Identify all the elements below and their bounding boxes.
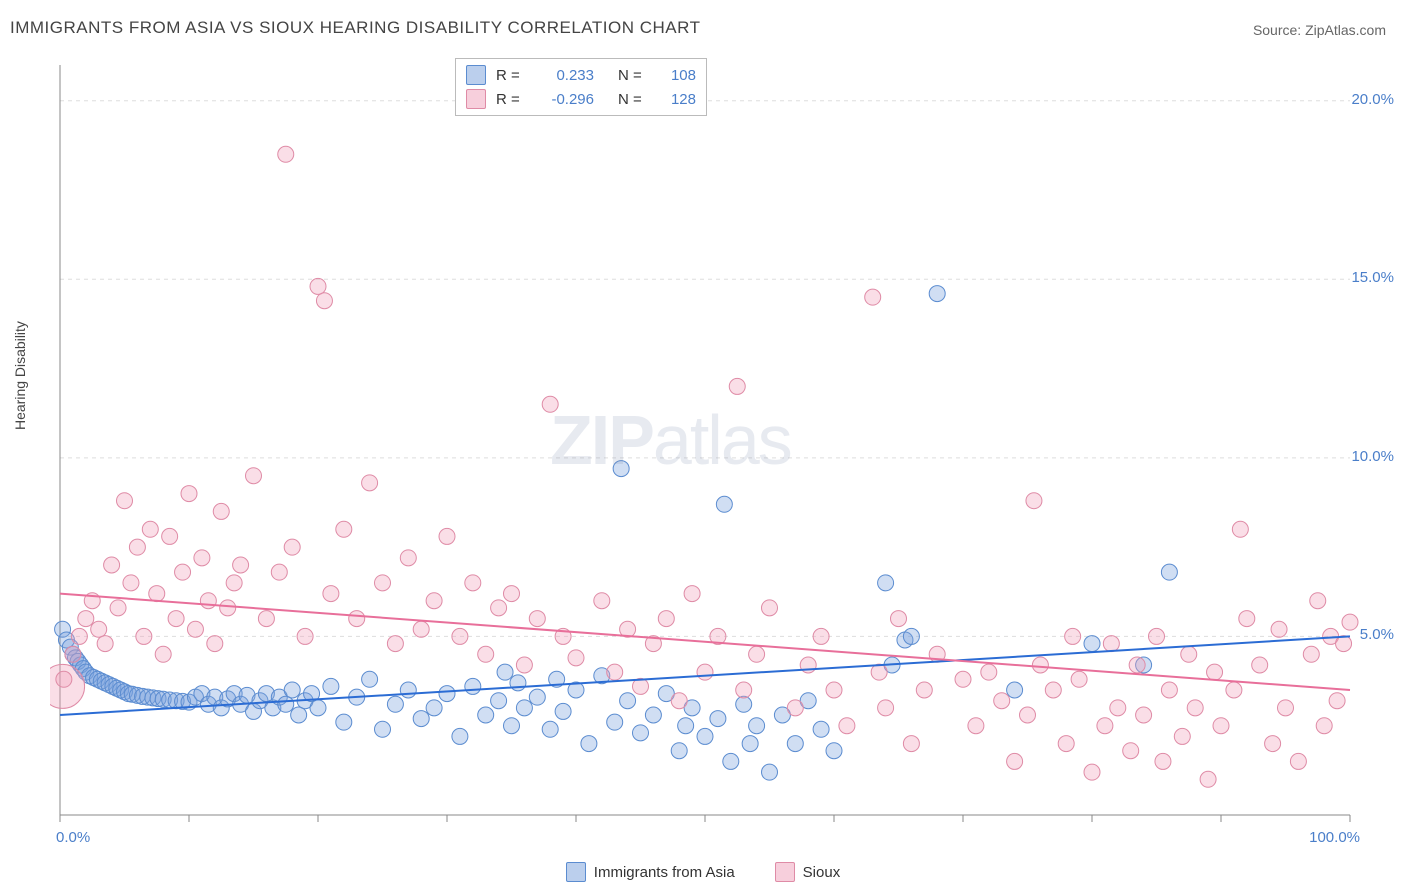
legend-item: Immigrants from Asia (566, 862, 735, 882)
legend-swatch (775, 862, 795, 882)
stat-row: R = -0.296N = 128 (466, 87, 696, 111)
stat-swatch (466, 89, 486, 109)
y-tick-label: 15.0% (1351, 269, 1394, 286)
legend-swatch (566, 862, 586, 882)
stat-row: R = 0.233N = 108 (466, 63, 696, 87)
y-tick-label: 5.0% (1360, 626, 1394, 643)
chart-title: IMMIGRANTS FROM ASIA VS SIOUX HEARING DI… (10, 18, 700, 38)
correlation-legend: R = 0.233N = 108R = -0.296N = 128 (455, 58, 707, 116)
x-tick-label: 100.0% (1309, 829, 1360, 846)
scatter-plot (50, 55, 1380, 845)
legend-label: Immigrants from Asia (594, 864, 735, 881)
y-tick-label: 10.0% (1351, 448, 1394, 465)
legend-label: Sioux (803, 864, 841, 881)
series-legend: Immigrants from Asia Sioux (0, 862, 1406, 882)
legend-item: Sioux (775, 862, 841, 882)
y-tick-label: 20.0% (1351, 91, 1394, 108)
source-attribution: Source: ZipAtlas.com (1253, 22, 1386, 38)
x-tick-label: 0.0% (56, 829, 90, 846)
stat-swatch (466, 65, 486, 85)
y-axis-label: Hearing Disability (12, 321, 28, 430)
